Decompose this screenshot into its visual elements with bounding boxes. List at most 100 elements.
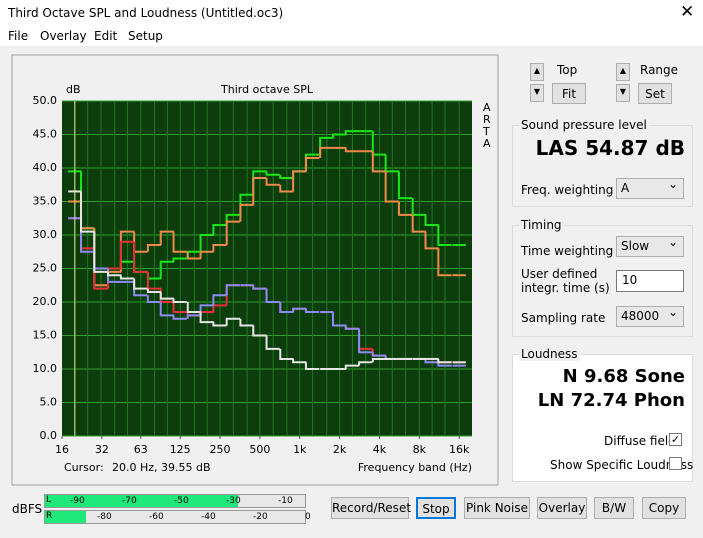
- x-tick-label: 63: [134, 443, 148, 456]
- meter-right: [44, 510, 306, 524]
- meter-level: [45, 511, 86, 523]
- step-segment: [252, 325, 267, 337]
- step-segment: [133, 278, 148, 290]
- x-tick-label: 250: [210, 443, 231, 456]
- menu-item[interactable]: File: [8, 29, 29, 43]
- button[interactable]: Stop: [416, 497, 456, 519]
- close[interactable]: ✕: [680, 2, 695, 22]
- step-segment: [279, 174, 294, 180]
- step-segment: [252, 177, 267, 205]
- meter-scale: 0: [305, 512, 311, 522]
- meter-scale: -50: [174, 496, 189, 506]
- spl-reading: LAS 54.87 dB: [535, 136, 685, 160]
- button[interactable]: Pink Noise: [464, 497, 530, 519]
- step-segment: [265, 178, 280, 186]
- y-tick-label: 50.0: [33, 94, 58, 107]
- step-segment: [371, 357, 387, 363]
- x-tick-label: 4k: [373, 443, 387, 456]
- x-tick-label: 500: [249, 443, 270, 456]
- loudness-n: N 9.68 Sone: [562, 366, 685, 387]
- step-segment: [107, 271, 122, 277]
- step-segment: [304, 308, 320, 314]
- y-tick-label: 25.0: [33, 262, 58, 275]
- step-segment: [172, 302, 187, 314]
- chart-title: Third octave SPL: [220, 83, 314, 96]
- label: Show Specific Loudness: [550, 458, 694, 472]
- step-segment: [304, 362, 320, 370]
- step-segment: [384, 171, 399, 203]
- button[interactable]: Overlay: [537, 497, 587, 519]
- meter-channel: R: [46, 511, 53, 521]
- step-segment: [186, 251, 202, 260]
- down[interactable]: ▼: [616, 84, 630, 102]
- step-segment: [159, 302, 175, 317]
- meter-scale: -90: [70, 496, 85, 506]
- step-segment: [265, 288, 280, 303]
- step-segment: [304, 156, 320, 172]
- meter-scale: -80: [97, 512, 112, 522]
- y-axis-label: dB: [66, 83, 81, 96]
- step-segment: [424, 358, 439, 364]
- button[interactable]: Copy: [642, 497, 686, 519]
- checkbox[interactable]: ✓: [669, 433, 682, 446]
- y-tick-label: 35.0: [33, 195, 58, 208]
- step-segment: [239, 318, 254, 327]
- x-tick-label: 8k: [413, 443, 427, 456]
- y-tick-label: 30.0: [33, 228, 58, 241]
- meter-level: [45, 495, 238, 507]
- up[interactable]: ▲: [616, 63, 630, 81]
- label: Top: [557, 63, 578, 77]
- step-segment: [344, 364, 360, 369]
- select[interactable]: A: [616, 175, 684, 199]
- label: Range: [640, 63, 679, 77]
- step-segment: [159, 260, 175, 279]
- select[interactable]: Slow: [616, 233, 684, 257]
- step-segment: [437, 358, 452, 364]
- step-segment: [186, 302, 202, 314]
- loudness-ln: LN 72.74 Phon: [537, 390, 685, 411]
- meter-unit: dBFS: [12, 502, 43, 516]
- meter-scale: -40: [201, 512, 216, 522]
- step-segment: [172, 231, 187, 253]
- menu-item[interactable]: Overlay: [40, 29, 87, 43]
- label: User defined integr. time (s): [521, 267, 610, 295]
- step-segment: [344, 130, 360, 135]
- up[interactable]: ▲: [530, 63, 544, 81]
- menu-item[interactable]: Setup: [128, 29, 163, 43]
- step-segment: [159, 291, 175, 300]
- y-tick-label: 5.0: [40, 396, 58, 409]
- step-segment: [437, 362, 452, 367]
- step-segment: [424, 231, 439, 250]
- button[interactable]: Set: [638, 83, 672, 104]
- step-segment: [225, 220, 240, 246]
- x-tick-label: 16: [55, 443, 69, 456]
- step-segment: [344, 325, 360, 330]
- step-segment: [212, 244, 227, 252]
- button[interactable]: B/W: [594, 497, 634, 519]
- step-segment: [424, 214, 439, 226]
- step-segment: [279, 184, 294, 193]
- step-segment: [371, 151, 387, 173]
- y-tick-label: 0.0: [40, 429, 58, 442]
- button[interactable]: Record/Reset: [331, 497, 411, 519]
- step-segment: [397, 201, 413, 216]
- title-bar: [0, 0, 703, 28]
- meter-scale: -60: [149, 512, 164, 522]
- button[interactable]: Fit: [552, 83, 586, 104]
- x-tick-label: 32: [95, 443, 109, 456]
- label: Diffuse field: [604, 434, 676, 448]
- text-input[interactable]: 10: [616, 270, 684, 292]
- step-segment: [292, 358, 307, 364]
- step-segment: [212, 223, 227, 235]
- menu-item[interactable]: Edit: [94, 29, 118, 43]
- x-axis-label: Frequency band (Hz): [358, 461, 472, 474]
- meter-scale: -20: [253, 512, 268, 522]
- step-segment: [358, 328, 373, 354]
- step-segment: [265, 171, 280, 176]
- checkbox[interactable]: [669, 457, 682, 470]
- x-tick-label: 2k: [333, 443, 347, 456]
- down[interactable]: ▼: [530, 84, 544, 102]
- select[interactable]: 48000: [616, 303, 684, 327]
- step-segment: [199, 250, 214, 259]
